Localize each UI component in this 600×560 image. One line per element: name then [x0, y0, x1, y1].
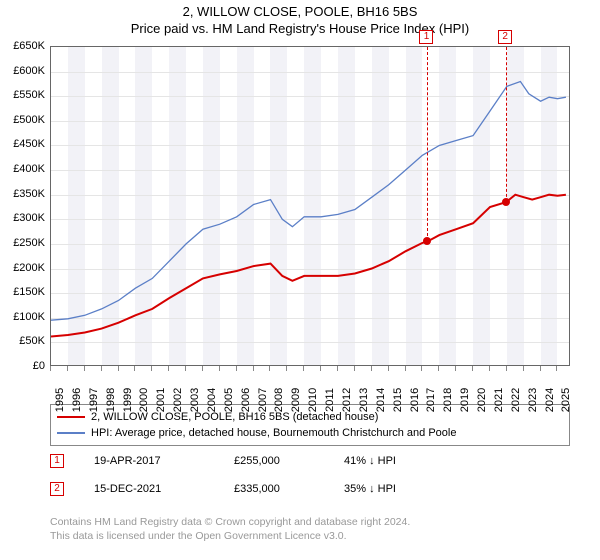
- x-axis-label: 2002: [172, 388, 184, 412]
- y-axis-label: £550K: [13, 89, 45, 101]
- y-axis-label: £50K: [19, 335, 45, 347]
- chart-container: 2, WILLOW CLOSE, POOLE, BH16 5BS Price p…: [0, 0, 600, 560]
- sale-marker-dot: [502, 198, 510, 206]
- y-axis-label: £200K: [13, 262, 45, 274]
- x-axis-label: 2001: [155, 388, 167, 412]
- sale-marker-badge: 2: [498, 30, 512, 44]
- footer-line-2: This data is licensed under the Open Gov…: [50, 530, 410, 544]
- sale-marker-badge: 1: [419, 30, 433, 44]
- series-line-hpi: [51, 82, 566, 321]
- plot-area: [50, 46, 570, 366]
- x-axis-label: 2016: [409, 388, 421, 412]
- sale-marker-dot: [423, 237, 431, 245]
- x-axis-label: 2023: [527, 388, 539, 412]
- series-line-price_paid: [51, 195, 566, 337]
- x-axis-label: 1998: [105, 388, 117, 412]
- sale-price: £335,000: [234, 483, 344, 495]
- legend-swatch: [57, 416, 85, 418]
- x-axis-label: 1996: [71, 388, 83, 412]
- x-axis-label: 1995: [54, 388, 66, 412]
- sale-marker-line: [427, 47, 428, 241]
- x-axis-label: 2007: [257, 388, 269, 412]
- y-axis-label: £400K: [13, 163, 45, 175]
- y-axis-label: £500K: [13, 114, 45, 126]
- x-axis-label: 2013: [358, 388, 370, 412]
- x-axis-label: 2021: [493, 388, 505, 412]
- x-axis-label: 2009: [290, 388, 302, 412]
- y-axis-label: £150K: [13, 286, 45, 298]
- x-axis-label: 2000: [138, 388, 150, 412]
- sale-date: 19-APR-2017: [94, 455, 234, 467]
- y-axis-label: £350K: [13, 188, 45, 200]
- y-axis-label: £250K: [13, 237, 45, 249]
- x-axis-label: 2012: [341, 388, 353, 412]
- sale-date: 15-DEC-2021: [94, 483, 234, 495]
- x-axis-label: 2011: [324, 388, 336, 412]
- x-axis-label: 2025: [560, 388, 572, 412]
- y-axis-label: £450K: [13, 138, 45, 150]
- sale-pct-vs-hpi: 41% ↓ HPI: [344, 455, 484, 467]
- legend-swatch: [57, 432, 85, 433]
- x-axis-label: 2019: [459, 388, 471, 412]
- x-axis-label: 2003: [189, 388, 201, 412]
- x-axis-label: 2018: [442, 388, 454, 412]
- sale-price: £255,000: [234, 455, 344, 467]
- x-axis-label: 2022: [510, 388, 522, 412]
- footer-line-1: Contains HM Land Registry data © Crown c…: [50, 516, 410, 530]
- y-axis-label: £0: [33, 360, 45, 372]
- footer-attribution: Contains HM Land Registry data © Crown c…: [50, 516, 410, 543]
- x-axis-label: 2015: [392, 388, 404, 412]
- x-axis-label: 2004: [206, 388, 218, 412]
- x-axis-label: 1997: [88, 388, 100, 412]
- y-axis-label: £600K: [13, 65, 45, 77]
- x-axis-label: 1999: [122, 388, 134, 412]
- x-axis-label: 2008: [273, 388, 285, 412]
- legend-label: HPI: Average price, detached house, Bour…: [91, 427, 456, 439]
- chart-title: 2, WILLOW CLOSE, POOLE, BH16 5BS: [0, 0, 600, 19]
- sale-pct-vs-hpi: 35% ↓ HPI: [344, 483, 484, 495]
- sale-marker-line: [506, 47, 507, 202]
- y-axis-label: £300K: [13, 212, 45, 224]
- x-axis-label: 2014: [375, 388, 387, 412]
- sale-row: 1 19-APR-2017£255,00041% ↓ HPI: [50, 454, 570, 468]
- y-axis-label: £650K: [13, 40, 45, 52]
- sale-badge: 2: [50, 482, 64, 496]
- plot-svg: [51, 47, 571, 367]
- x-axis-label: 2006: [240, 388, 252, 412]
- x-axis-label: 2005: [223, 388, 235, 412]
- x-axis-label: 2010: [307, 388, 319, 412]
- x-axis-label: 2020: [476, 388, 488, 412]
- x-axis-label: 2024: [544, 388, 556, 412]
- legend-row: HPI: Average price, detached house, Bour…: [57, 425, 563, 441]
- x-axis-label: 2017: [425, 388, 437, 412]
- legend-label: 2, WILLOW CLOSE, POOLE, BH16 5BS (detach…: [91, 411, 378, 423]
- y-axis-label: £100K: [13, 311, 45, 323]
- sale-badge: 1: [50, 454, 64, 468]
- sale-row: 2 15-DEC-2021£335,00035% ↓ HPI: [50, 482, 570, 496]
